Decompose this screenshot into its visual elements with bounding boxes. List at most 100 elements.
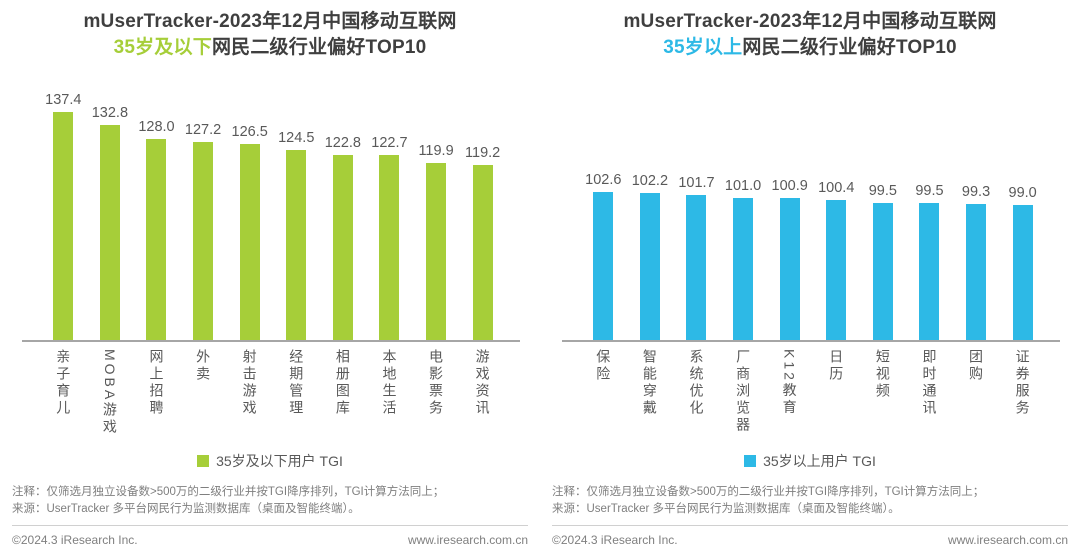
category-label: 厂商浏览器 [735,349,752,434]
bar-group: 99.5 [860,183,907,340]
note-line: 来源：UserTracker 多平台网民行为监测数据库（桌面及智能终端）。 [12,503,360,515]
bar-value-label: 99.5 [915,183,944,200]
bar-group: 127.2 [180,122,227,340]
bar [826,199,847,340]
category-label: MOBA游戏 [101,349,118,437]
footer-copyright: ©2024.3 iResearch Inc. [552,533,678,547]
bar-value-label: 122.7 [371,135,408,151]
bar-value-label: 99.0 [1008,185,1037,201]
category-label: 外卖 [195,349,212,383]
bar-value-label: 127.2 [184,121,222,138]
bar [1012,205,1033,340]
bar-value-label: 102.2 [631,173,669,189]
bar-group: 99.0 [999,185,1046,340]
bar [966,203,987,340]
category-label: 相册图库 [334,349,351,417]
bar [919,203,940,340]
footer-url: www.iresearch.com.cn [407,533,528,547]
bar-value-label: 100.9 [771,177,808,194]
legend-label: 35岁及以下用户 TGI [216,453,343,469]
bar-group: 119.9 [413,143,460,340]
footnotes: 注释：仅筛选月独立设备数>500万的二级行业并按TGI降序排列，TGI计算方法同… [552,484,1068,518]
bar [379,155,400,340]
footnotes: 注释：仅筛选月独立设备数>500万的二级行业并按TGI降序排列，TGI计算方法同… [12,484,528,518]
chart-title-highlight: 35岁以上 [663,37,743,58]
chart-title-highlight: 35岁及以下 [113,37,212,58]
footer-url: www.iresearch.com.cn [947,533,1068,547]
category-label: 经期管理 [288,349,305,417]
bar-group: 99.5 [906,183,953,340]
chart-title-line1: mUserTracker-2023年12月中国移动互联网 [623,11,997,32]
chart-title-rest: 网民二级行业偏好TOP10 [742,37,957,58]
bar-group: 102.6 [580,171,627,340]
chart-title-line2: 35岁及以下网民二级行业偏好TOP10 [12,35,528,61]
bar-value-label: 119.9 [418,143,454,160]
page: mUserTracker-2023年12月中国移动互联网 35岁及以下网民二级行… [0,0,1080,547]
bar [872,203,893,340]
bar-value-label: 100.4 [818,179,855,196]
bar-plot-area: 137.4 132.8 128.0 127.2 126.5 124.5 122.8 122.7… [22,61,520,342]
bar-value-label: 137.4 [45,91,82,108]
chart-over-35: mUserTracker-2023年12月中国移动互联网 35岁以上网民二级行业… [540,0,1080,547]
bar-value-label: 128.0 [138,119,175,136]
bar [426,163,447,340]
bar-group: 100.4 [813,180,860,340]
category-axis: 亲子育儿 MOBA游戏 网上招聘 外卖 射击游戏 经期管理 相册图库 本地生活 电影票务 游戏资讯 [22,342,520,445]
bar [193,141,214,340]
bar-group: 119.2 [459,145,506,340]
chart-title-line2: 35岁以上网民二级行业偏好TOP10 [552,35,1068,61]
bar [99,125,120,340]
chart-title: mUserTracker-2023年12月中国移动互联网 35岁以上网民二级行业… [552,9,1068,61]
bar [639,193,660,340]
bar [53,111,74,340]
legend-swatch [744,455,757,467]
bar [733,197,754,340]
category-label: 保险 [595,349,612,383]
bar-value-label: 101.7 [678,174,715,191]
category-label: 团购 [968,349,985,383]
category-axis: 保险 智能穿戴 系统优化 厂商浏览器 K12教育 日历 短视频 即时通讯 团购 证券服务 [562,342,1060,445]
category-label: 证券服务 [1014,349,1031,417]
legend-swatch [197,455,210,467]
bar-value-label: 101.0 [724,177,762,194]
footer-copyright: ©2024.3 iResearch Inc. [12,533,138,547]
bar-group: 101.7 [673,175,720,340]
bar-group: 99.3 [953,184,1000,340]
bar-value-label: 122.8 [324,134,361,151]
bar [332,154,353,340]
bar [593,191,614,340]
category-label: 短视频 [874,349,891,400]
chart-title-rest: 网民二级行业偏好TOP10 [211,37,427,58]
bar-value-label: 119.2 [465,145,501,162]
bar [146,139,167,340]
bar-value-label: 102.6 [585,171,622,188]
category-label: 网上招聘 [148,349,165,417]
bar-group: 102.2 [627,173,674,340]
bar-group: 132.8 [87,105,134,340]
legend-label: 35岁以上用户 TGI [763,453,876,469]
category-label: K12教育 [781,349,798,417]
chart-title-line1: mUserTracker-2023年12月中国移动互联网 [83,11,457,32]
bar [779,197,800,340]
bar [286,149,307,340]
note-line: 注释：仅筛选月独立设备数>500万的二级行业并按TGI降序排列，TGI计算方法同… [12,486,445,498]
bar-value-label: 124.5 [278,129,315,146]
bar-group: 124.5 [273,130,320,340]
footer: ©2024.3 iResearch Inc. www.iresearch.com… [12,525,528,547]
legend: 35岁及以下用户 TGI [12,445,528,477]
category-label: 即时通讯 [921,349,938,417]
category-label: 日历 [828,349,845,383]
chart-under-35: mUserTracker-2023年12月中国移动互联网 35岁及以下网民二级行… [0,0,540,547]
bar-plot-area: 102.6 102.2 101.7 101.0 100.9 100.4 99.5 99.5 99… [562,61,1060,342]
category-label: 本地生活 [381,349,398,417]
bar-group: 137.4 [40,92,87,340]
bar-value-label: 132.8 [91,105,129,122]
bar-group: 128.0 [133,119,180,340]
bar-value-label: 99.5 [868,183,897,200]
note-line: 注释：仅筛选月独立设备数>500万的二级行业并按TGI降序排列，TGI计算方法同… [552,486,985,498]
bar [686,194,707,340]
chart-title: mUserTracker-2023年12月中国移动互联网 35岁及以下网民二级行… [12,9,528,61]
note-line: 来源：UserTracker 多平台网民行为监测数据库（桌面及智能终端）。 [552,503,900,515]
bar-group: 122.8 [320,135,367,340]
category-label: 游戏资讯 [474,349,491,417]
